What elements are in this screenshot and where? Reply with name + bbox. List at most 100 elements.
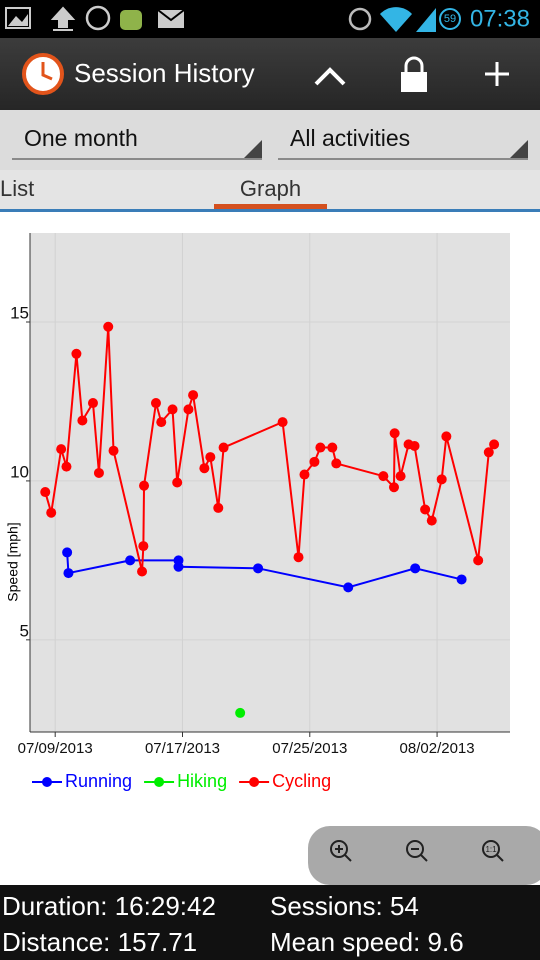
zoom-reset[interactable]: 1:1: [482, 840, 504, 862]
data-point: [139, 480, 150, 491]
stat-distance: Distance: 157.71: [2, 927, 198, 957]
tab-bar: List Graph: [0, 170, 540, 212]
data-point: [40, 487, 51, 498]
stats-panel: Duration: 16:29:42 Sessions: 54 Distance…: [0, 885, 540, 960]
data-point: [87, 398, 98, 409]
legend-item: Cycling: [239, 771, 331, 791]
y-axis-label: Speed [mph]: [5, 522, 21, 601]
zoom-out[interactable]: [406, 840, 428, 862]
data-point: [188, 390, 199, 401]
list-tab[interactable]: List: [0, 176, 35, 201]
zoom-in-icon: [330, 840, 348, 858]
x-tick-label: 07/25/2013: [272, 740, 347, 757]
data-point: [218, 442, 229, 453]
mail-flap: [157, 9, 185, 22]
stat-duration: Duration: 16:29:42: [2, 891, 216, 921]
data-point: [138, 541, 149, 552]
x-tick-label: 07/17/2013: [145, 740, 220, 757]
x-tick-label: 08/02/2013: [400, 740, 475, 757]
zoom-reset-label: 1:1: [485, 845, 497, 854]
data-point: [125, 555, 136, 566]
data-point: [173, 561, 184, 572]
data-point: [410, 563, 421, 574]
period-spinner[interactable]: One month: [12, 110, 262, 160]
legend-label: Running: [65, 771, 132, 791]
data-point: [378, 471, 389, 482]
data-point: [277, 417, 288, 428]
lock-shackle: [404, 56, 424, 72]
gallery-icon: [5, 7, 31, 29]
wifi-icon: [380, 7, 412, 33]
data-point: [395, 471, 406, 482]
data-point: [456, 574, 467, 585]
stat-sessions: Sessions: 54: [270, 891, 419, 921]
signal-icon: [416, 8, 436, 32]
data-point: [213, 502, 224, 513]
data-point: [473, 555, 484, 566]
action-bar-content: Session History: [22, 53, 509, 95]
y-tick-label: 5: [20, 621, 29, 640]
battery-icon: [439, 8, 461, 30]
data-point: [156, 417, 167, 428]
data-point: [46, 507, 57, 518]
zoom-reset-icon: [482, 840, 500, 858]
data-point: [293, 552, 304, 563]
spinner-arrow: [244, 140, 262, 158]
data-point: [150, 398, 161, 409]
data-point: [62, 547, 73, 558]
data-point: [93, 467, 104, 478]
data-point: [253, 563, 264, 574]
zoom-controls: [308, 826, 540, 885]
battery-level: 59: [444, 13, 456, 25]
stat-mean-speed: Mean speed: 9.6: [270, 927, 464, 957]
legend-item: Hiking: [144, 771, 227, 791]
zoom-reset-icon: [496, 854, 504, 862]
data-point: [436, 474, 447, 485]
screen-title: Session History: [74, 58, 255, 88]
data-point: [205, 452, 216, 463]
data-point: [489, 439, 500, 450]
zoom-in-icon: [335, 845, 352, 862]
data-point: [315, 442, 326, 453]
data-point: [343, 582, 354, 593]
data-point: [409, 440, 420, 451]
data-point: [63, 568, 74, 579]
data-point: [137, 566, 148, 577]
legend-swatch: [249, 777, 260, 787]
add-button[interactable]: [485, 62, 509, 86]
app-icon-hands: [41, 62, 53, 81]
whatsapp-icon: [85, 5, 111, 31]
data-point: [420, 504, 431, 515]
filter-bar: One month All activities: [0, 110, 540, 170]
clock: 07:38: [470, 5, 530, 32]
lock-button[interactable]: [401, 72, 427, 92]
data-point: [77, 415, 88, 426]
gallery-icon-shape: [8, 14, 28, 26]
data-point: [108, 445, 119, 456]
spinner-arrows: [244, 140, 528, 158]
data-point: [426, 515, 437, 526]
activity-value: All activities: [290, 125, 411, 151]
legend-swatch: [42, 777, 52, 787]
status-icons: 59 07:38: [5, 5, 530, 33]
y-tick-label: 10: [10, 462, 29, 481]
collapse-button[interactable]: [314, 67, 346, 86]
zoom-out-icon: [411, 848, 428, 862]
legend-label: Cycling: [272, 771, 331, 791]
data-point: [441, 431, 452, 442]
data-point: [103, 321, 114, 332]
activity-spinner[interactable]: All activities: [278, 110, 528, 160]
zoom-in[interactable]: [330, 840, 352, 862]
data-point: [327, 442, 338, 453]
legend-swatch: [154, 777, 165, 787]
data-point: [388, 482, 399, 493]
android-icon: [120, 10, 142, 30]
graph-tab[interactable]: Graph: [214, 170, 327, 209]
y-tick-label: 15: [10, 303, 29, 322]
data-point: [183, 404, 194, 415]
data-point: [172, 477, 183, 488]
action-bar: Session History: [0, 38, 540, 110]
zoom-out-icon: [406, 840, 424, 858]
data-point: [167, 404, 178, 415]
